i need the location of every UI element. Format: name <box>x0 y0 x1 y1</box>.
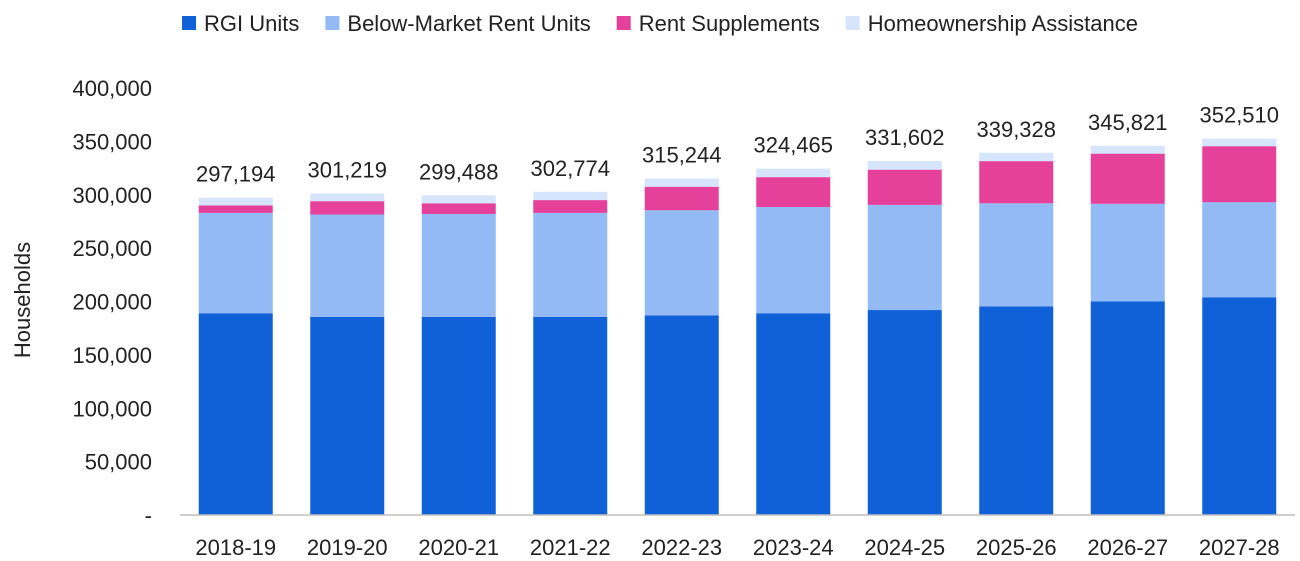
y-axis-title: Households <box>10 242 35 358</box>
bar-segment-below-market-rent-units <box>310 214 385 317</box>
bar-total-label: 324,465 <box>753 133 833 158</box>
bar-segment-rgi-units <box>1090 301 1165 515</box>
legend-label: Below-Market Rent Units <box>347 11 590 36</box>
y-tick-label: 250,000 <box>72 236 152 261</box>
bar-segment-homeownership-assistance <box>1090 145 1165 154</box>
bar-segment-below-market-rent-units <box>421 213 496 317</box>
y-tick-label: 50,000 <box>85 450 152 475</box>
bar-total-label: 339,328 <box>976 117 1056 142</box>
bar-segment-below-market-rent-units <box>1090 203 1165 302</box>
x-tick-label: 2026-27 <box>1087 535 1168 560</box>
bar-segment-rent-supplements <box>867 169 942 205</box>
bar-total-label: 297,194 <box>196 162 276 187</box>
bar-segment-homeownership-assistance <box>756 168 831 178</box>
total-labels: 297,194 301,219 299,488 302,774 315,244 324,4… <box>196 103 1279 187</box>
bar-segment-homeownership-assistance <box>421 195 496 204</box>
x-tick-label: 2018-19 <box>195 535 276 560</box>
bar-segment-homeownership-assistance <box>979 152 1054 162</box>
bar-segment-rent-supplements <box>421 203 496 214</box>
bar-segment-rent-supplements <box>310 201 385 215</box>
bar-segment-rent-supplements <box>979 161 1054 204</box>
x-tick-label: 2021-22 <box>530 535 611 560</box>
x-tick-label: 2019-20 <box>307 535 388 560</box>
bar-segment-rent-supplements <box>198 205 273 213</box>
bar-total-label: 331,602 <box>865 125 945 150</box>
legend-swatch <box>845 16 860 30</box>
bar-segment-rent-supplements <box>533 200 608 213</box>
legend: RGI Units Below-Market Rent Units Rent Sup… <box>182 11 1138 36</box>
bar-segment-below-market-rent-units <box>867 204 942 311</box>
bar-segment-rgi-units <box>644 315 719 515</box>
bar-segment-below-market-rent-units <box>1202 202 1277 298</box>
bar-segment-rgi-units <box>198 313 273 515</box>
bar-segment-rgi-units <box>1202 297 1277 515</box>
bar-segment-homeownership-assistance <box>1202 138 1277 147</box>
bar-segment-rent-supplements <box>1090 153 1165 204</box>
y-tick-label: 400,000 <box>72 76 152 101</box>
bar-segment-below-market-rent-units <box>979 203 1054 307</box>
bar-segment-below-market-rent-units <box>644 210 719 316</box>
bar-segment-below-market-rent-units <box>756 207 831 314</box>
y-tick-label: 100,000 <box>72 396 152 421</box>
bar-total-label: 299,488 <box>419 159 499 184</box>
bar-total-label: 302,774 <box>530 156 610 181</box>
bar-segment-rent-supplements <box>644 186 719 211</box>
bar-segment-rgi-units <box>421 316 496 515</box>
legend-swatch <box>182 16 197 30</box>
y-tick-label: 150,000 <box>72 343 152 368</box>
bar-segment-rgi-units <box>867 310 942 515</box>
bar-segment-rgi-units <box>756 313 831 515</box>
x-axis: 2018-19 2019-20 2020-21 2021-22 2022-23 2023-… <box>180 514 1295 560</box>
bar-segment-below-market-rent-units <box>533 212 608 317</box>
bar-segment-rent-supplements <box>1202 146 1277 203</box>
x-tick-label: 2023-24 <box>753 535 834 560</box>
bar-segment-homeownership-assistance <box>867 161 942 170</box>
y-tick-label: 350,000 <box>72 129 152 154</box>
legend-item: Below-Market Rent Units <box>325 11 591 36</box>
legend-item: Rent Supplements <box>616 11 820 36</box>
bar-total-label: 301,219 <box>307 157 387 182</box>
y-tick-label: - <box>145 503 152 528</box>
x-tick-label: 2024-25 <box>864 535 945 560</box>
y-tick-label: 300,000 <box>72 183 152 208</box>
x-tick-label: 2020-21 <box>418 535 499 560</box>
bar-segment-rent-supplements <box>756 177 831 208</box>
bar-segment-below-market-rent-units <box>198 212 273 314</box>
legend-swatch <box>325 16 340 30</box>
bar-segment-rgi-units <box>310 316 385 515</box>
bar-segment-homeownership-assistance <box>644 178 719 187</box>
bar-total-label: 352,510 <box>1199 103 1279 128</box>
bars <box>198 138 1277 515</box>
bar-segment-homeownership-assistance <box>533 191 608 201</box>
bar-segment-homeownership-assistance <box>310 193 385 202</box>
bar-segment-rgi-units <box>979 306 1054 515</box>
bar-total-label: 345,821 <box>1088 110 1168 135</box>
x-tick-label: 2027-28 <box>1199 535 1280 560</box>
legend-swatch <box>616 16 631 30</box>
y-tick-label: 200,000 <box>72 290 152 315</box>
x-tick-label: 2022-23 <box>641 535 722 560</box>
bar-segment-rgi-units <box>533 316 608 515</box>
legend-label: Rent Supplements <box>639 11 820 36</box>
y-axis: - 50,000 100,000 150,000 200,000 250,000 300,0… <box>72 76 152 528</box>
legend-item: Homeownership Assistance <box>845 11 1138 36</box>
x-tick-label: 2025-26 <box>976 535 1057 560</box>
bar-total-label: 315,244 <box>642 142 722 167</box>
legend-item: RGI Units <box>182 11 299 36</box>
legend-label: Homeownership Assistance <box>868 11 1138 36</box>
bar-segment-homeownership-assistance <box>198 197 273 206</box>
legend-label: RGI Units <box>204 11 299 36</box>
